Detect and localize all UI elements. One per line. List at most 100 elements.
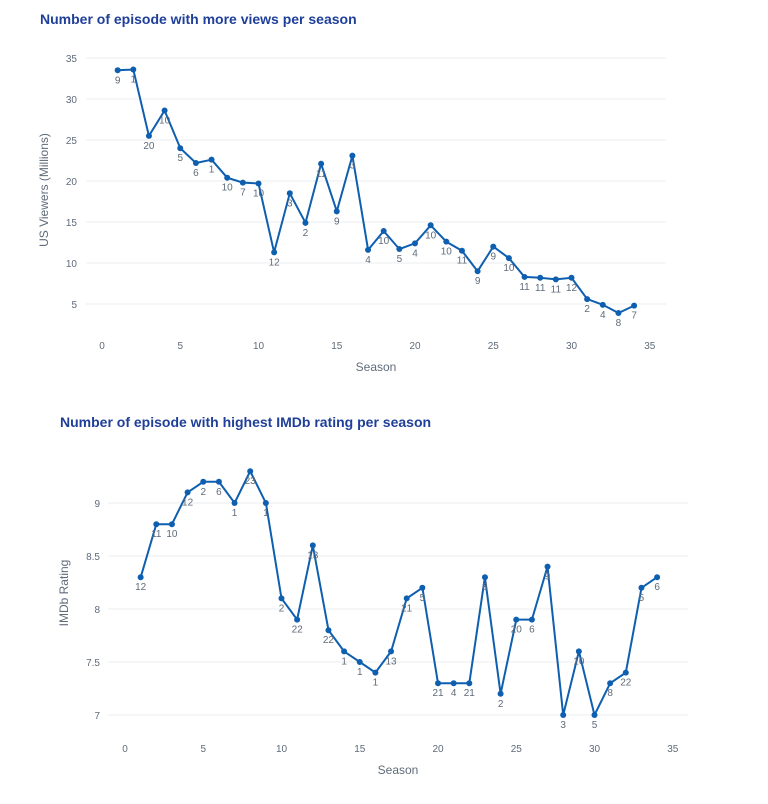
- data-point[interactable]: [654, 574, 661, 581]
- data-point[interactable]: [130, 66, 137, 73]
- data-label: 12: [182, 497, 194, 508]
- data-point[interactable]: [168, 521, 175, 528]
- data-point[interactable]: [622, 669, 629, 676]
- x-tick-label: 15: [354, 744, 366, 755]
- data-point[interactable]: [224, 174, 231, 181]
- data-point[interactable]: [638, 584, 645, 591]
- data-point[interactable]: [271, 249, 278, 256]
- data-label: 9: [490, 252, 496, 263]
- data-label: 1: [131, 74, 137, 85]
- data-point[interactable]: [356, 659, 363, 665]
- data-point[interactable]: [513, 616, 520, 623]
- data-point[interactable]: [607, 680, 614, 687]
- data-point[interactable]: [505, 255, 512, 262]
- data-label: 8: [616, 318, 622, 329]
- data-point[interactable]: [481, 574, 488, 581]
- x-tick-label: 5: [200, 744, 206, 755]
- data-point[interactable]: [521, 273, 528, 280]
- data-point[interactable]: [137, 574, 144, 581]
- data-label: 10: [573, 656, 585, 667]
- data-point[interactable]: [325, 627, 332, 634]
- data-point[interactable]: [341, 648, 348, 655]
- data-label: 10: [425, 230, 437, 241]
- data-point[interactable]: [435, 680, 441, 687]
- data-point[interactable]: [318, 160, 325, 167]
- x-tick-label: 10: [276, 744, 288, 755]
- data-point[interactable]: [599, 301, 606, 308]
- data-point[interactable]: [278, 595, 285, 602]
- data-point[interactable]: [584, 296, 591, 303]
- data-point[interactable]: [450, 680, 457, 687]
- data-point[interactable]: [200, 478, 207, 485]
- data-point[interactable]: [544, 563, 551, 570]
- data-point[interactable]: [497, 690, 504, 697]
- data-point[interactable]: [309, 542, 316, 549]
- data-point[interactable]: [294, 616, 301, 623]
- data-point[interactable]: [419, 584, 426, 591]
- data-label: 2: [279, 603, 285, 614]
- data-label: 3: [350, 161, 356, 172]
- data-point[interactable]: [177, 145, 184, 152]
- x-tick-label: 30: [566, 341, 578, 352]
- data-label: 11: [151, 529, 162, 540]
- x-tick-label: 10: [253, 341, 265, 352]
- data-point[interactable]: [302, 219, 309, 226]
- data-label: 23: [245, 476, 257, 487]
- data-point[interactable]: [349, 152, 356, 159]
- data-point[interactable]: [528, 616, 535, 623]
- data-label: 5: [420, 593, 426, 604]
- data-label: 22: [323, 635, 335, 646]
- x-tick-label: 25: [511, 744, 523, 755]
- data-label: 8: [607, 688, 613, 699]
- data-point[interactable]: [388, 648, 395, 655]
- data-label: 11: [457, 256, 468, 267]
- data-point[interactable]: [145, 132, 152, 139]
- series-line: [117, 68, 635, 315]
- data-point[interactable]: [215, 478, 222, 485]
- data-point[interactable]: [615, 310, 622, 317]
- data-point[interactable]: [575, 648, 582, 655]
- data-point[interactable]: [537, 274, 544, 281]
- data-point[interactable]: [239, 179, 246, 186]
- x-tick-label: 35: [644, 341, 656, 352]
- data-label: 3: [560, 720, 566, 731]
- data-point[interactable]: [631, 302, 638, 309]
- data-point[interactable]: [490, 243, 497, 250]
- data-point[interactable]: [568, 274, 575, 281]
- data-point[interactable]: [365, 246, 372, 253]
- data-point[interactable]: [474, 268, 481, 275]
- data-label: 9: [475, 276, 481, 287]
- data-label: 10: [166, 529, 178, 540]
- data-point[interactable]: [372, 669, 379, 676]
- data-point[interactable]: [552, 276, 559, 283]
- data-point[interactable]: [231, 500, 238, 506]
- data-point[interactable]: [208, 156, 215, 163]
- data-point[interactable]: [380, 228, 387, 235]
- y-tick-label: 20: [66, 177, 78, 188]
- data-point[interactable]: [396, 246, 403, 253]
- data-point[interactable]: [114, 67, 121, 74]
- data-point[interactable]: [443, 238, 450, 245]
- y-axis-title: US Viewers (Millions): [37, 133, 51, 247]
- data-point[interactable]: [466, 680, 473, 687]
- data-point[interactable]: [161, 107, 168, 114]
- data-point[interactable]: [412, 240, 418, 247]
- data-label: 13: [385, 656, 397, 667]
- data-point[interactable]: [262, 500, 269, 506]
- data-point[interactable]: [255, 180, 262, 187]
- data-point[interactable]: [458, 247, 465, 254]
- data-label: 10: [441, 247, 453, 258]
- data-point[interactable]: [153, 521, 160, 528]
- data-point[interactable]: [184, 489, 191, 496]
- data-point[interactable]: [403, 595, 410, 602]
- data-point[interactable]: [560, 712, 567, 718]
- data-point[interactable]: [333, 208, 340, 215]
- data-point[interactable]: [427, 222, 434, 229]
- y-tick-label: 9: [94, 499, 100, 510]
- data-point[interactable]: [286, 190, 293, 197]
- data-point[interactable]: [192, 159, 199, 166]
- y-tick-label: 10: [66, 259, 78, 270]
- data-point[interactable]: [591, 712, 598, 718]
- data-point[interactable]: [247, 468, 254, 475]
